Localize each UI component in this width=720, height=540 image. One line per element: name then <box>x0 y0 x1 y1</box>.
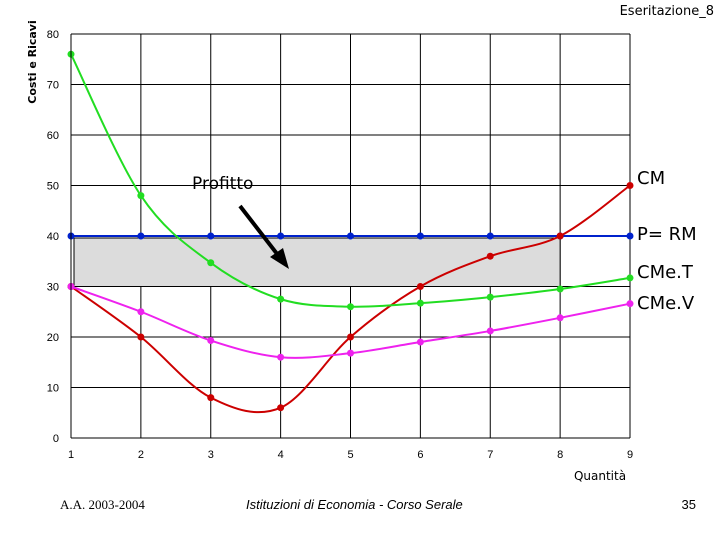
y-tick-label: 70 <box>47 80 59 92</box>
data-point-cm <box>556 232 564 240</box>
y-tick-label: 30 <box>47 282 59 294</box>
profit-arrow-head <box>270 248 289 269</box>
data-point-cm <box>486 252 494 260</box>
x-tick-label: 3 <box>208 449 214 461</box>
data-point-p-rm <box>416 232 424 240</box>
y-tick-label: 0 <box>53 433 59 445</box>
profit-area <box>73 237 561 287</box>
x-tick-label: 1 <box>68 449 74 461</box>
x-axis-title: Quantità <box>574 469 626 483</box>
y-tick-label: 40 <box>47 231 59 243</box>
axis-layer: 0 10 20 30 40 50 60 70 80 1 2 3 4 5 6 7 8 9 <box>47 29 633 461</box>
y-tick-label: 80 <box>47 29 59 41</box>
footer-course: Istituzioni di Economia - Corso Serale <box>246 497 463 512</box>
data-point-cm <box>207 394 215 402</box>
series-layer <box>67 50 634 414</box>
data-point-cme-v <box>277 353 285 361</box>
y-tick-label: 60 <box>47 130 59 142</box>
series-label-cme-v: CMe.V <box>637 293 695 314</box>
data-point-cme-v <box>626 300 634 308</box>
x-tick-label: 8 <box>557 449 563 461</box>
y-tick-label: 20 <box>47 332 59 344</box>
x-tick-label: 2 <box>138 449 144 461</box>
data-point-cm <box>277 404 285 412</box>
profit-arrow-shaft <box>238 204 283 261</box>
x-tick-label: 7 <box>487 449 493 461</box>
data-point-cme-t <box>556 285 564 293</box>
slide-title: Eseritazione_8 <box>619 4 714 19</box>
y-tick-label: 10 <box>47 383 59 395</box>
data-point-p-rm <box>626 232 634 240</box>
y-tick-label: 50 <box>47 181 59 193</box>
data-point-cm <box>416 283 424 290</box>
data-point-cme-v <box>416 338 424 346</box>
data-point-cme-v <box>207 337 215 345</box>
data-point-p-rm <box>486 232 494 240</box>
x-tick-label: 6 <box>417 449 423 461</box>
profit-area-layer <box>73 237 561 287</box>
data-point-cme-t <box>277 295 285 303</box>
series-label-p-rm: P= RM <box>637 224 697 245</box>
y-axis-title: Costi e Ricavi <box>26 20 39 103</box>
label-layer: Quantità Costi e Ricavi CM P= RM CMe.T CMe.V P… <box>26 20 697 483</box>
data-point-cm <box>137 333 145 341</box>
footer-year: A.A. 2003-2004 <box>60 497 145 512</box>
data-point-cme-t <box>347 303 354 311</box>
x-tick-label: 9 <box>627 449 633 461</box>
series-label-cme-t: CMe.T <box>637 262 694 283</box>
page-number: 35 <box>681 497 696 512</box>
data-point-p-rm <box>277 232 285 240</box>
data-point-cm <box>347 333 354 341</box>
data-point-p-rm <box>347 232 354 240</box>
data-point-p-rm <box>207 232 215 240</box>
profit-label: Profitto <box>192 174 253 194</box>
data-point-cme-t <box>207 259 215 267</box>
data-point-cme-t <box>486 293 494 301</box>
data-point-cme-v <box>556 314 564 322</box>
data-point-cme-v <box>137 308 145 316</box>
data-point-p-rm <box>137 232 145 240</box>
data-point-cme-t <box>137 192 145 200</box>
x-tick-label: 5 <box>347 449 353 461</box>
data-point-cme-v <box>486 327 494 335</box>
data-point-cm <box>626 182 634 189</box>
x-tick-label: 4 <box>278 449 284 461</box>
data-point-cme-v <box>347 349 354 357</box>
series-label-cm: CM <box>637 168 665 189</box>
data-point-cme-t <box>626 274 634 282</box>
data-point-cme-t <box>416 299 424 307</box>
